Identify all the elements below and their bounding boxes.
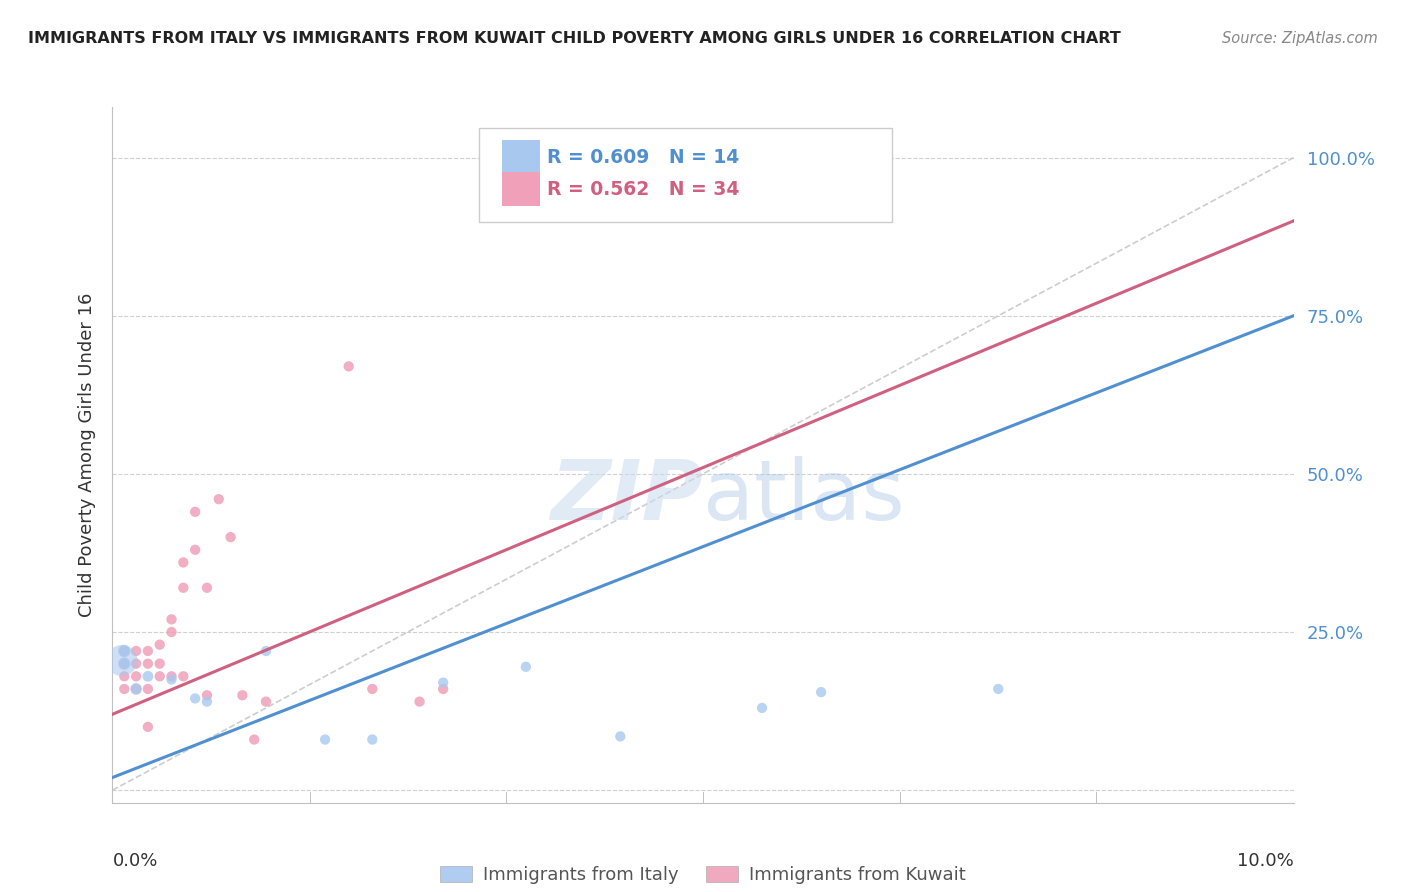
Point (195, 581, 218, 595)
Point (172, 581, 194, 595)
Point (136, 644, 159, 658)
Point (149, 657, 172, 671)
Point (112, 669, 135, 683)
Point (337, 359, 360, 374)
Point (219, 530, 242, 544)
Point (112, 644, 135, 658)
Point (208, 492, 231, 507)
Point (408, 695, 430, 709)
Point (314, 732, 336, 747)
Point (361, 732, 384, 747)
Text: 10.0%: 10.0% (1237, 852, 1294, 870)
Point (149, 638, 172, 652)
Text: R = 0.562   N = 34: R = 0.562 N = 34 (547, 179, 740, 199)
Point (609, 730, 631, 744)
Point (136, 669, 159, 683)
Point (160, 625, 183, 640)
Point (751, 701, 773, 715)
Point (112, 644, 135, 658)
Point (111, 653, 134, 667)
Point (195, 695, 218, 709)
Text: Source: ZipAtlas.com: Source: ZipAtlas.com (1222, 31, 1378, 46)
Point (987, 681, 1010, 696)
Text: R = 0.609   N = 14: R = 0.609 N = 14 (547, 148, 740, 168)
Point (432, 681, 454, 696)
Point (125, 644, 148, 658)
Point (112, 657, 135, 671)
Point (136, 720, 159, 734)
Point (361, 681, 384, 696)
Point (195, 688, 218, 702)
Point (231, 688, 253, 702)
Point (136, 657, 159, 671)
Point (243, 732, 266, 747)
Point (810, 685, 832, 699)
Point (160, 673, 183, 687)
Point (515, 660, 537, 674)
Text: IMMIGRANTS FROM ITALY VS IMMIGRANTS FROM KUWAIT CHILD POVERTY AMONG GIRLS UNDER : IMMIGRANTS FROM ITALY VS IMMIGRANTS FROM… (28, 31, 1121, 46)
Point (125, 669, 148, 683)
Point (184, 691, 207, 706)
Point (112, 681, 135, 696)
Text: atlas: atlas (703, 456, 904, 537)
Text: 0.0%: 0.0% (112, 852, 157, 870)
Point (254, 644, 277, 658)
Point (432, 675, 454, 690)
Point (125, 681, 148, 696)
FancyBboxPatch shape (502, 140, 540, 175)
Point (136, 681, 159, 696)
Point (172, 556, 194, 570)
Point (254, 695, 277, 709)
Text: ZIP: ZIP (550, 456, 703, 537)
Point (149, 669, 172, 683)
Point (184, 542, 207, 557)
Point (160, 612, 183, 626)
Y-axis label: Child Poverty Among Girls Under 16: Child Poverty Among Girls Under 16 (77, 293, 96, 617)
Point (184, 505, 207, 519)
FancyBboxPatch shape (478, 128, 891, 222)
Legend: Immigrants from Italy, Immigrants from Kuwait: Immigrants from Italy, Immigrants from K… (433, 858, 973, 891)
Point (125, 657, 148, 671)
Point (172, 669, 194, 683)
FancyBboxPatch shape (502, 172, 540, 206)
Point (160, 669, 183, 683)
Point (125, 681, 148, 696)
Point (112, 657, 135, 671)
